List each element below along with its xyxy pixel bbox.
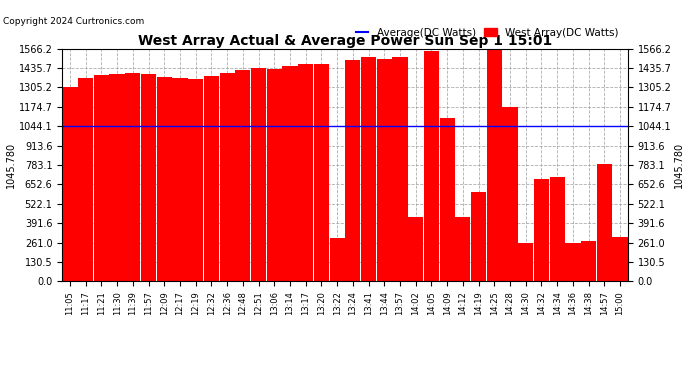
Bar <box>377 59 392 281</box>
Bar <box>219 74 235 281</box>
Bar <box>282 66 297 281</box>
Bar <box>424 51 439 281</box>
Bar <box>110 74 125 281</box>
Bar <box>471 192 486 281</box>
Bar <box>204 76 219 281</box>
Bar <box>502 107 518 281</box>
Bar <box>486 49 502 281</box>
Bar <box>62 87 77 281</box>
Bar <box>251 68 266 281</box>
Bar <box>235 70 250 281</box>
Bar <box>298 64 313 281</box>
Title: West Array Actual & Average Power Sun Sep 1 15:01: West Array Actual & Average Power Sun Se… <box>138 34 552 48</box>
Bar <box>141 74 156 281</box>
Bar <box>188 80 204 281</box>
Bar <box>345 60 360 281</box>
Bar <box>157 77 172 281</box>
Bar <box>565 243 580 281</box>
Bar <box>361 57 376 281</box>
Text: Copyright 2024 Curtronics.com: Copyright 2024 Curtronics.com <box>3 17 145 26</box>
Bar <box>172 78 188 281</box>
Bar <box>455 217 471 281</box>
Bar <box>408 217 424 281</box>
Bar <box>94 75 109 281</box>
Bar <box>597 164 612 281</box>
Bar <box>534 179 549 281</box>
Y-axis label: 1045.780: 1045.780 <box>674 142 684 188</box>
Bar <box>440 118 455 281</box>
Legend: Average(DC Watts), West Array(DC Watts): Average(DC Watts), West Array(DC Watts) <box>352 24 622 42</box>
Y-axis label: 1045.780: 1045.780 <box>6 142 16 188</box>
Bar <box>549 177 565 281</box>
Bar <box>613 237 628 281</box>
Bar <box>314 64 329 281</box>
Bar <box>266 69 282 281</box>
Bar <box>518 243 533 281</box>
Bar <box>393 57 408 281</box>
Bar <box>581 241 596 281</box>
Bar <box>78 78 93 281</box>
Bar <box>330 238 345 281</box>
Bar <box>125 74 141 281</box>
